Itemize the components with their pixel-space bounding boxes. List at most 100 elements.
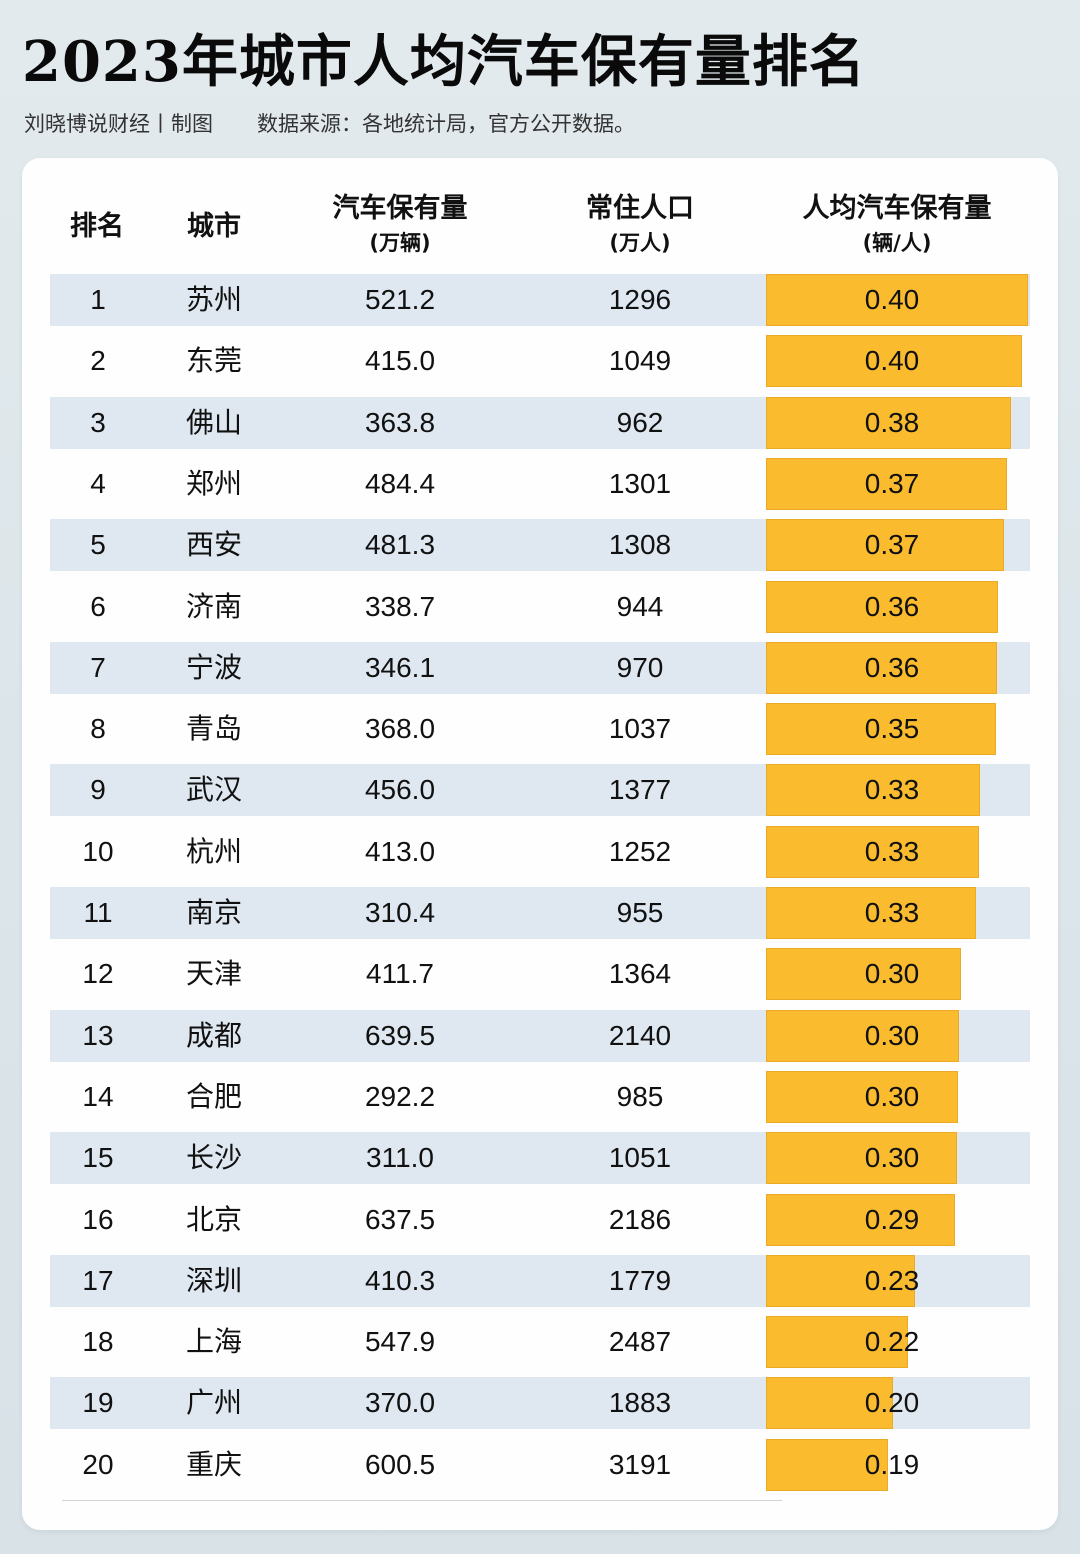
population-cell: 1049: [608, 345, 672, 377]
city-cell: 天津: [185, 958, 242, 990]
cars-cell: 456.0: [364, 774, 436, 806]
per-capita-value: 0.29: [864, 1203, 920, 1235]
table-row: 2 东莞 415.0 1049 0.40: [50, 335, 1030, 388]
cars-cell: 415.0: [364, 345, 436, 377]
population-cell: 970: [616, 651, 664, 683]
cars-cell: 338.7: [364, 590, 436, 622]
city-cell: 广州: [185, 1387, 242, 1419]
cars-cell: 481.3: [364, 529, 436, 561]
city-cell: 北京: [185, 1203, 242, 1235]
author-credit: 刘晓博说财经丨制图: [24, 112, 213, 136]
per-capita-value: 0.33: [864, 774, 920, 806]
cars-cell: 410.3: [364, 1264, 436, 1296]
table-row: 19 广州 370.0 1883 0.20: [50, 1377, 1030, 1430]
header-per-capita: 人均汽车保有量 (辆/人): [766, 190, 1028, 258]
population-cell: 2140: [608, 1019, 672, 1051]
table-row: 12 天津 411.7 1364 0.30: [50, 948, 1030, 1001]
population-cell: 1252: [608, 835, 672, 867]
population-cell: 1377: [608, 774, 672, 806]
table-row: 6 济南 338.7 944 0.36: [50, 580, 1030, 633]
per-capita-bar: [766, 1070, 958, 1123]
population-cell: 1301: [608, 467, 672, 499]
table-row: 1 苏州 521.2 1296 0.40: [50, 274, 1030, 326]
header-population-label: 常住人口: [586, 193, 694, 224]
per-capita-value: 0.37: [864, 467, 920, 499]
city-cell: 宁波: [185, 651, 242, 683]
per-capita-bar: [766, 519, 1004, 572]
population-cell: 985: [616, 1080, 664, 1112]
per-capita-value: 0.33: [864, 835, 920, 867]
per-capita-value: 0.30: [864, 1142, 920, 1174]
rank-cell: 6: [90, 590, 106, 622]
cars-cell: 310.4: [364, 897, 436, 928]
rank-cell: 10: [82, 835, 114, 867]
ranking-table: 排名 城市 汽车保有量 (万辆) 常住人口 (万人) 人均汽车保有量 (辆/人)…: [22, 158, 1058, 1530]
cars-cell: 368.0: [364, 713, 436, 745]
city-cell: 杭州: [185, 835, 242, 867]
data-source: 数据来源：各地统计局，官方公开数据。: [257, 112, 635, 136]
population-cell: 962: [616, 406, 664, 438]
cars-cell: 311.0: [366, 1142, 434, 1174]
city-cell: 佛山: [185, 406, 242, 438]
rank-cell: 16: [82, 1203, 114, 1235]
per-capita-value: 0.20: [864, 1387, 920, 1419]
table-row: 16 北京 637.5 2186 0.29: [50, 1193, 1030, 1246]
city-cell: 重庆: [185, 1448, 242, 1480]
per-capita-bar: [766, 1193, 955, 1246]
header-cars-label: 汽车保有量: [332, 193, 468, 224]
cars-cell: 370.0: [364, 1387, 436, 1419]
table-row: 18 上海 547.9 2487 0.22: [50, 1316, 1030, 1369]
rank-cell: 11: [83, 897, 113, 928]
table-bottom-divider: [62, 1500, 782, 1501]
per-capita-bar: [766, 1254, 915, 1307]
per-capita-value: 0.30: [864, 1019, 920, 1051]
per-capita-value: 0.30: [864, 1080, 920, 1112]
rank-cell: 8: [90, 713, 106, 745]
page-title: 2023年城市人均汽车保有量排名: [22, 29, 866, 95]
table-row: 10 杭州 413.0 1252 0.33: [50, 825, 1030, 878]
city-cell: 合肥: [185, 1080, 242, 1112]
per-capita-bar: [766, 1316, 908, 1369]
population-cell: 955: [616, 897, 664, 928]
city-cell: 济南: [185, 590, 242, 622]
per-capita-value: 0.40: [864, 284, 920, 315]
cars-cell: 600.5: [364, 1448, 436, 1480]
per-capita-bar: [766, 1132, 957, 1185]
city-cell: 东莞: [185, 345, 242, 377]
per-capita-value: 0.36: [864, 651, 920, 683]
rank-cell: 9: [90, 774, 106, 806]
per-capita-value: 0.19: [864, 1448, 920, 1480]
per-capita-value: 0.23: [864, 1264, 920, 1296]
header-rank: 排名: [70, 211, 124, 242]
table-row: 13 成都 639.5 2140 0.30: [50, 1009, 1030, 1062]
population-cell: 1296: [608, 284, 672, 315]
population-cell: 944: [616, 590, 664, 622]
city-cell: 上海: [185, 1326, 242, 1358]
per-capita-value: 0.38: [864, 406, 920, 438]
per-capita-value: 0.40: [864, 345, 920, 377]
city-cell: 苏州: [185, 284, 242, 315]
header-cars-unit: (万辆): [369, 231, 431, 255]
table-row: 8 青岛 368.0 1037 0.35: [50, 703, 1030, 756]
city-cell: 青岛: [185, 713, 242, 745]
population-cell: 3191: [608, 1448, 672, 1480]
per-capita-value: 0.30: [864, 958, 920, 990]
per-capita-bar: [766, 887, 976, 939]
rank-cell: 13: [82, 1019, 114, 1051]
table-row: 14 合肥 292.2 985 0.30: [50, 1070, 1030, 1123]
population-cell: 1037: [608, 713, 672, 745]
header-city: 城市: [187, 211, 241, 242]
per-capita-value: 0.33: [864, 897, 920, 928]
table-row: 15 长沙 311.0 1051 0.30: [50, 1132, 1030, 1185]
per-capita-bar: [766, 641, 997, 694]
cars-cell: 637.5: [364, 1203, 436, 1235]
cars-cell: 413.0: [364, 835, 436, 867]
header-population: 常住人口 (万人): [544, 190, 736, 258]
cars-cell: 292.2: [364, 1080, 436, 1112]
rank-cell: 20: [82, 1448, 114, 1480]
per-capita-bar: [766, 764, 980, 817]
city-cell: 南京: [185, 897, 242, 928]
per-capita-bar: [766, 703, 996, 756]
cars-cell: 521.2: [364, 284, 436, 315]
per-capita-bar: [766, 274, 1028, 326]
